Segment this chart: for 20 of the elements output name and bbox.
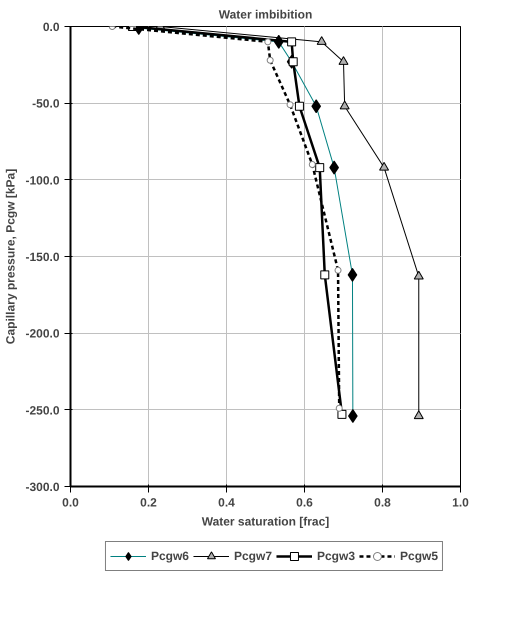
chart-title: Water imbibition [218, 8, 312, 22]
legend-label: Pcgw5 [400, 549, 438, 563]
x-tick-label: 0.8 [374, 496, 392, 510]
y-tick-label: -100.0 [25, 173, 60, 188]
x-tick-label: 0.6 [296, 496, 314, 510]
y-tick-label: -200.0 [25, 326, 60, 341]
y-tick-label: -150.0 [25, 250, 60, 264]
x-axis-title: Water saturation [frac] [202, 514, 330, 528]
y-tick-label: -250.0 [25, 403, 60, 418]
x-tick-label: 1.0 [452, 496, 470, 510]
x-tick-label: 0.0 [62, 496, 80, 510]
y-tick-label: -300.0 [25, 480, 60, 494]
x-tick-label: 0.2 [140, 496, 158, 510]
x-tick-label: 0.4 [218, 496, 236, 510]
legend-label: Pcgw7 [234, 549, 272, 563]
legend-label: Pcgw3 [317, 549, 356, 563]
y-tick-label: 0.0 [42, 20, 60, 34]
y-tick-label: -50.0 [32, 96, 60, 111]
legend-label: Pcgw6 [150, 549, 189, 563]
y-axis-title: Capillary pressure, Pcgw [kPa] [3, 168, 18, 344]
